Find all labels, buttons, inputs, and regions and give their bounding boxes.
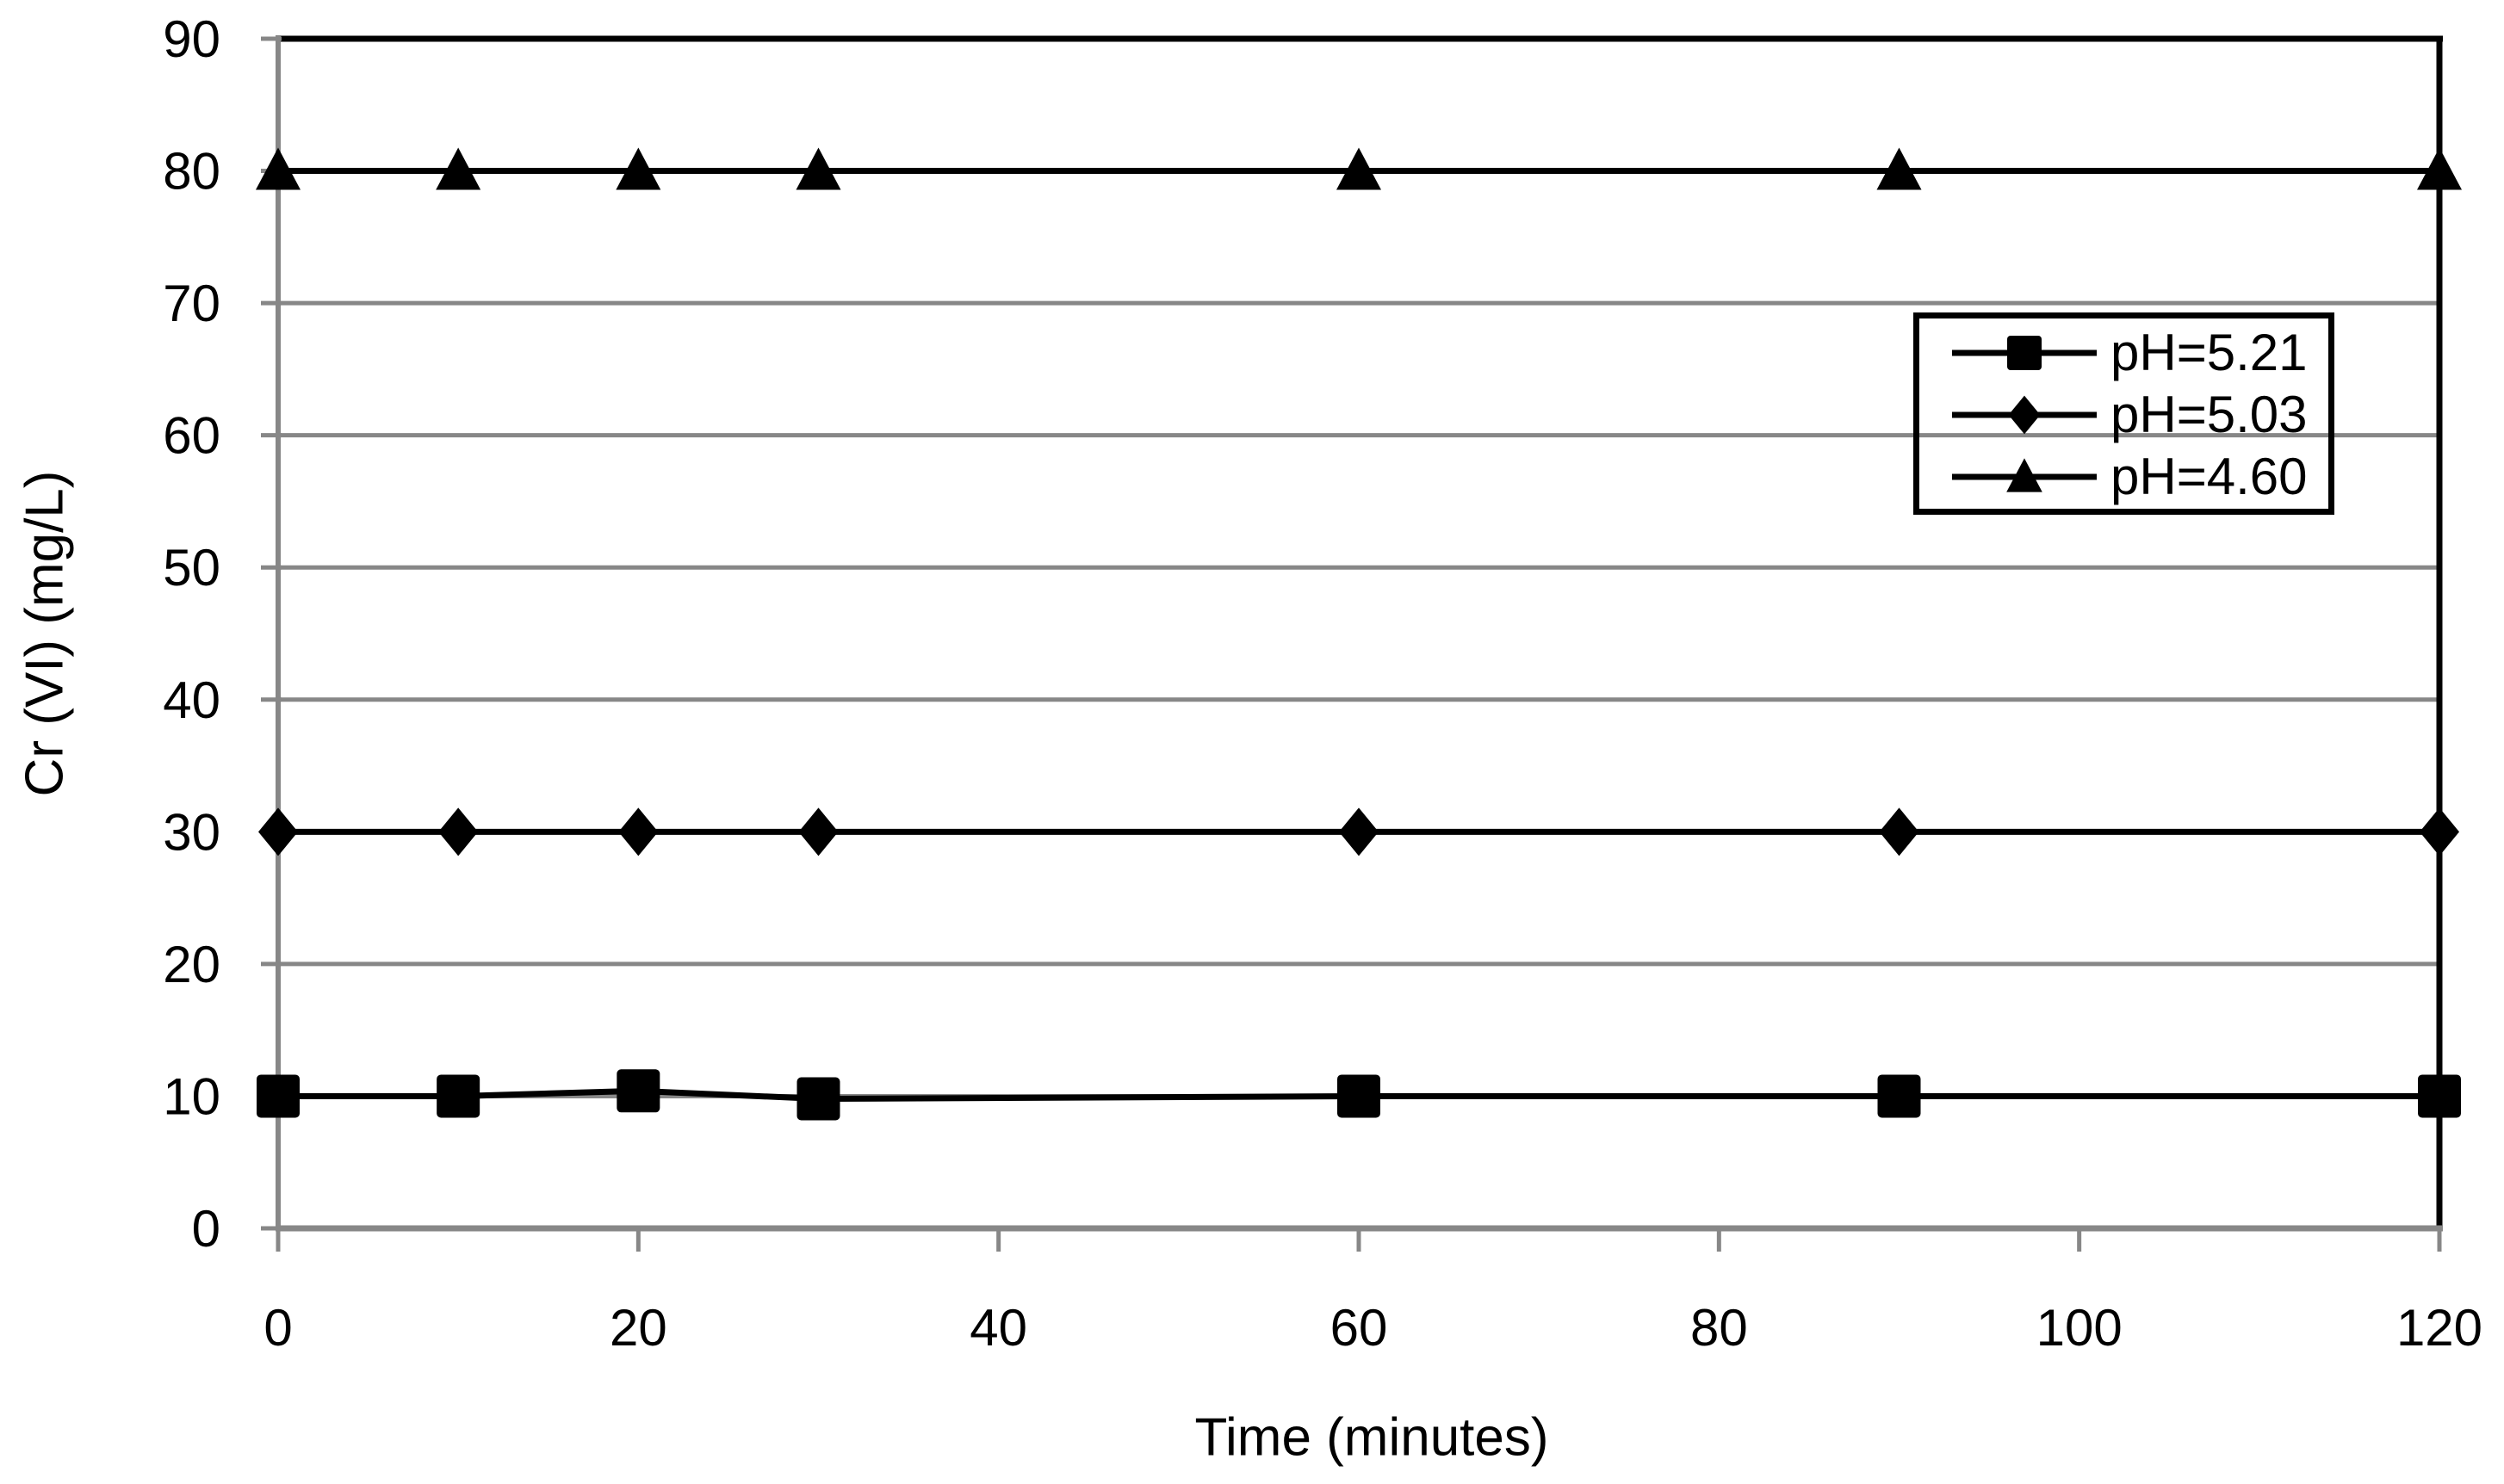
y-tick-label-80: 80 bbox=[163, 143, 220, 201]
y-tick-label-30: 30 bbox=[163, 803, 220, 861]
y-tick-label-20: 20 bbox=[163, 936, 220, 993]
y-axis-title: Cr (VI) (mg/L) bbox=[15, 470, 75, 797]
data-point-diamond-x90 bbox=[1879, 807, 1919, 856]
x-tick-label-0: 0 bbox=[263, 1299, 292, 1357]
legend-glyph-square bbox=[2007, 336, 2042, 370]
data-point-square-x20 bbox=[617, 1069, 660, 1113]
y-tick-label-60: 60 bbox=[163, 407, 220, 465]
data-point-square-x120 bbox=[2418, 1074, 2461, 1118]
data-point-diamond-x20 bbox=[618, 807, 659, 856]
legend-label: pH=5.21 bbox=[2110, 324, 2308, 381]
data-point-diamond-x10 bbox=[438, 807, 479, 856]
y-tick-label-90: 90 bbox=[163, 10, 220, 68]
x-tick-label-100: 100 bbox=[2036, 1299, 2123, 1357]
legend-item-ph-503: pH=5.03 bbox=[1919, 384, 2328, 446]
legend: pH=5.21 pH=5.03 pH=4.60 bbox=[1913, 312, 2334, 515]
legend-glyph-diamond bbox=[2008, 395, 2041, 435]
y-tick-label-70: 70 bbox=[163, 275, 220, 332]
data-point-triangle-x20 bbox=[616, 147, 661, 190]
x-tick-label-20: 20 bbox=[610, 1299, 667, 1357]
data-point-diamond-x0 bbox=[258, 807, 298, 856]
legend-triangle-marker-icon bbox=[1952, 458, 2097, 492]
legend-square-marker-icon bbox=[1952, 336, 2097, 370]
legend-item-ph-521: pH=5.21 bbox=[1919, 322, 2328, 384]
y-tick-label-40: 40 bbox=[163, 671, 220, 729]
legend-label: pH=4.60 bbox=[2110, 448, 2308, 505]
legend-item-ph-460: pH=4.60 bbox=[1919, 446, 2328, 508]
y-tick-label-50: 50 bbox=[163, 539, 220, 597]
x-tick-label-60: 60 bbox=[1330, 1299, 1388, 1357]
data-point-triangle-x30 bbox=[796, 147, 841, 190]
data-point-diamond-x60 bbox=[1339, 807, 1379, 856]
data-point-triangle-x90 bbox=[1876, 147, 1922, 190]
x-tick-label-40: 40 bbox=[970, 1299, 1027, 1357]
legend-label: pH=5.03 bbox=[2110, 386, 2308, 443]
data-point-triangle-x10 bbox=[436, 147, 481, 190]
data-point-square-x60 bbox=[1337, 1074, 1380, 1118]
data-point-triangle-x0 bbox=[256, 147, 301, 190]
y-tick-label-0: 0 bbox=[192, 1200, 220, 1258]
data-point-triangle-x60 bbox=[1336, 147, 1381, 190]
y-tick-label-10: 10 bbox=[163, 1067, 220, 1125]
data-point-square-x30 bbox=[796, 1077, 840, 1121]
data-point-square-x10 bbox=[437, 1074, 480, 1118]
legend-diamond-marker-icon bbox=[1952, 395, 2097, 435]
x-tick-label-120: 120 bbox=[2396, 1299, 2482, 1357]
data-point-triangle-x120 bbox=[2417, 147, 2462, 190]
data-point-diamond-x30 bbox=[798, 807, 839, 856]
data-point-diamond-x120 bbox=[2420, 807, 2459, 856]
legend-glyph-triangle bbox=[2006, 458, 2042, 492]
x-axis-title: Time (minutes) bbox=[1194, 1407, 1549, 1468]
data-point-square-x0 bbox=[257, 1074, 300, 1118]
data-point-square-x90 bbox=[1877, 1074, 1921, 1118]
x-tick-label-80: 80 bbox=[1690, 1299, 1748, 1357]
